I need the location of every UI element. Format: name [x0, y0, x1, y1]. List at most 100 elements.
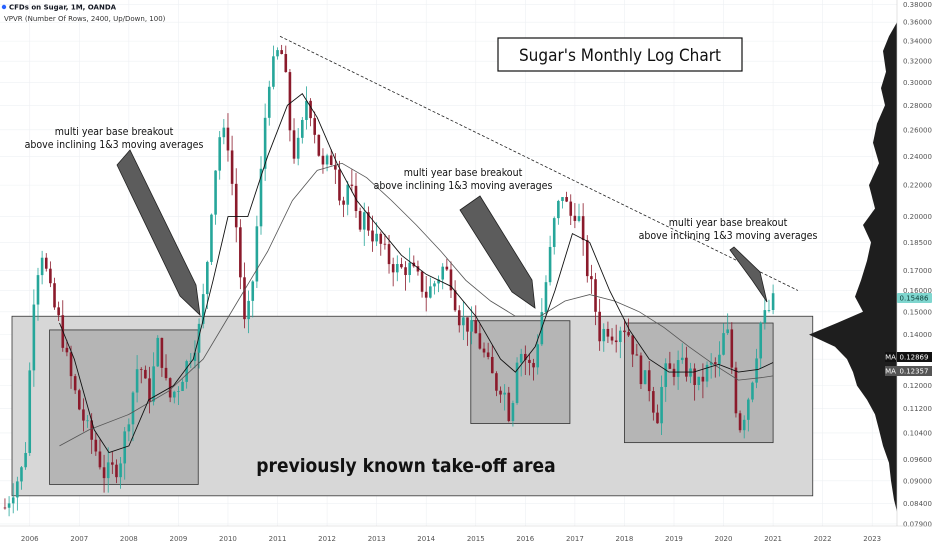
candle-22	[94, 432, 98, 456]
candle-138	[573, 203, 577, 229]
candle-body-146	[606, 328, 610, 337]
candle-71	[296, 128, 300, 166]
price-tick-19: 0.09600	[903, 456, 932, 464]
candle-43	[181, 379, 184, 392]
live-dot-icon	[1, 4, 7, 10]
candle-body-157	[652, 391, 655, 413]
candle-28	[119, 456, 122, 489]
candle-body-16	[69, 352, 73, 377]
breakout-2-line2: above inclining 1&3 moving averages	[374, 180, 553, 192]
candle-body-23	[98, 451, 102, 468]
time-tick-8: 2014	[417, 535, 435, 543]
candle-63	[263, 103, 267, 181]
candle-173	[718, 341, 721, 377]
candle-137	[569, 194, 573, 226]
candle-15	[65, 340, 69, 357]
candles	[3, 44, 775, 517]
arrow-3	[729, 246, 768, 303]
candle-139	[577, 203, 581, 223]
candle-body-178	[738, 413, 742, 431]
candle-78	[325, 153, 329, 172]
candle-101	[420, 270, 424, 298]
candle-115	[478, 323, 482, 350]
candle-body-80	[334, 164, 337, 170]
candle-body-12	[53, 283, 56, 308]
title-box	[497, 37, 743, 72]
time-tick-6: 2012	[318, 535, 336, 543]
candle-body-140	[581, 216, 585, 241]
time-tick-5: 2011	[269, 535, 287, 543]
candle-185	[767, 299, 771, 313]
candle-124	[515, 357, 519, 405]
candle-34	[144, 365, 147, 379]
candle-76	[317, 134, 321, 157]
candle-body-81	[338, 169, 341, 201]
candle-107	[445, 258, 449, 272]
candle-body-164	[680, 357, 684, 361]
candle-body-30	[127, 424, 131, 432]
candle-body-169	[701, 376, 705, 382]
candle-184	[763, 294, 767, 330]
candle-155	[643, 370, 647, 385]
candle-23	[98, 439, 102, 470]
candle-body-128	[532, 362, 535, 368]
candle-body-120	[499, 390, 502, 395]
candle-149	[619, 326, 622, 359]
candle-body-158	[656, 412, 659, 424]
candle-body-166	[689, 368, 692, 377]
candle-120	[499, 386, 502, 403]
time-tick-0: 2006	[21, 535, 39, 543]
candle-179	[742, 415, 746, 439]
candle-181	[751, 381, 754, 403]
candle-49	[206, 260, 209, 310]
candle-168	[697, 376, 701, 391]
candle-body-20	[86, 420, 89, 422]
candle-165	[685, 346, 688, 382]
candle-84	[350, 169, 354, 193]
price-tick-6: 0.26000	[903, 126, 932, 134]
candle-body-44	[185, 361, 188, 382]
candle-10	[44, 253, 48, 272]
candle-1	[7, 496, 11, 517]
candle-body-53	[222, 127, 226, 138]
candle-57	[239, 219, 242, 290]
ma-tag-1-value: 0.12869	[900, 354, 929, 362]
candle-51	[214, 170, 217, 225]
candle-body-182	[755, 358, 758, 383]
time-tick-12: 2018	[616, 535, 634, 543]
candle-163	[676, 350, 680, 390]
candle-95	[395, 255, 399, 282]
candle-39	[164, 354, 168, 381]
candle-body-136	[565, 197, 568, 202]
candle-body-98	[408, 262, 411, 276]
candle-body-121	[503, 392, 506, 395]
candle-127	[528, 354, 531, 376]
candle-116	[482, 342, 486, 358]
candle-body-142	[590, 276, 593, 280]
candle-74	[309, 98, 312, 127]
candle-20	[86, 415, 89, 428]
price-tick-16: 0.12000	[903, 382, 932, 390]
candle-103	[429, 277, 432, 299]
candle-body-55	[230, 150, 234, 184]
candle-104	[433, 280, 436, 295]
candle-body-32	[135, 369, 139, 393]
candle-body-69	[288, 72, 292, 131]
candle-body-123	[511, 403, 515, 421]
candle-164	[680, 343, 684, 364]
ma-tag-2-value: 0.12357	[900, 368, 929, 376]
candle-body-75	[313, 118, 316, 135]
candle-8	[36, 267, 40, 321]
breakout-1-line1: multi year base breakout	[55, 126, 174, 138]
candle-125	[519, 348, 523, 377]
candle-body-124	[515, 362, 519, 404]
time-tick-7: 2013	[368, 535, 386, 543]
candle-body-100	[416, 266, 420, 272]
candle-109	[453, 280, 457, 312]
candle-body-26	[111, 462, 114, 465]
candle-body-111	[462, 317, 465, 326]
candle-body-109	[453, 290, 457, 311]
time-axis[interactable]: 2006 2007 2008 2009 2010 2011 2012 2013 2014 2015…	[21, 535, 881, 543]
candle-129	[536, 334, 540, 375]
